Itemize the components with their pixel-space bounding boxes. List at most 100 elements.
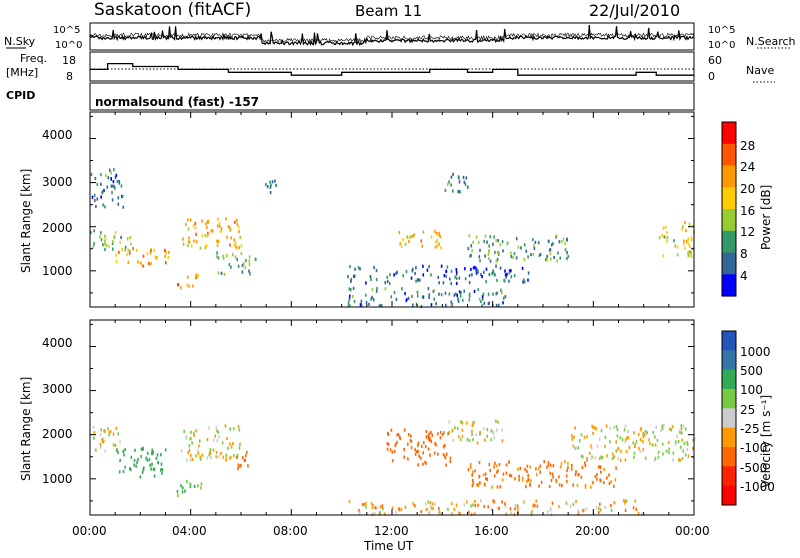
echo-cell [227, 225, 230, 229]
echo-cell [574, 446, 577, 450]
echo-cell [210, 229, 213, 233]
echo-cell [476, 269, 479, 273]
echo-cell [495, 419, 497, 423]
echo-cell [496, 470, 498, 474]
echo-cell [187, 244, 189, 248]
echo-cell [622, 498, 625, 503]
echo-cell [559, 256, 561, 260]
echo-cell [470, 244, 473, 248]
echo-cell [389, 273, 391, 277]
echo-cell [680, 431, 683, 435]
echo-cell [164, 448, 167, 452]
echo-cell [350, 278, 353, 282]
echo-cell [594, 475, 597, 479]
echo-cell [668, 440, 670, 445]
echo-cell [673, 239, 675, 243]
echo-cell [624, 458, 627, 462]
echo-cell [116, 179, 119, 184]
echo-cell [417, 441, 420, 445]
echo-cell [565, 501, 568, 505]
echo-cell [199, 455, 201, 459]
echo-cell [571, 463, 573, 468]
echo-cell [375, 278, 378, 282]
echo-cell [241, 263, 244, 267]
echo-cell [435, 240, 437, 244]
echo-cell [525, 485, 527, 489]
echo-cell [470, 463, 472, 467]
echo-cell [461, 298, 464, 302]
echo-cell [569, 504, 572, 508]
echo-cell [365, 300, 368, 305]
echo-cell [455, 281, 458, 286]
echo-cell [442, 453, 445, 457]
echo-cell [513, 252, 516, 256]
echo-cell [482, 473, 485, 477]
echo-cell [222, 256, 225, 260]
echo-cell [246, 450, 248, 454]
echo-cell [572, 502, 575, 507]
echo-cell [439, 430, 442, 435]
echo-cell [654, 435, 656, 439]
echo-cell [90, 230, 92, 235]
echo-cell [512, 255, 514, 259]
echo-cell [197, 451, 200, 455]
echo-cell [222, 455, 225, 459]
echo-cell [232, 442, 234, 446]
echo-cell [395, 297, 398, 301]
echo-cell [609, 440, 611, 444]
colorbar-swatch [722, 122, 736, 145]
echo-cell [499, 243, 502, 247]
echo-cell [626, 436, 629, 440]
echo-cell [116, 448, 118, 452]
echo-cell [467, 510, 470, 514]
echo-cell [682, 449, 684, 453]
echo-cell [434, 229, 436, 234]
echo-cell [99, 235, 101, 239]
nave-tick-low: 0 [708, 70, 715, 83]
echo-cell [517, 467, 519, 471]
echo-cell [584, 483, 587, 488]
echo-cell [146, 451, 149, 455]
echo-cell [426, 507, 429, 511]
power-cbar-tick-12: 12 [740, 225, 755, 239]
cpid-label: CPID [6, 89, 35, 102]
echo-cell [245, 259, 247, 263]
echo-cell [110, 184, 113, 188]
echo-cell [113, 168, 115, 172]
vel-cbar-tick-neg500: -500 [740, 461, 767, 475]
echo-cell [405, 270, 408, 274]
echo-cell [384, 287, 387, 291]
echo-cell [457, 189, 459, 194]
echo-cell [189, 485, 192, 489]
echo-cell [364, 293, 367, 297]
echo-cell [479, 432, 481, 436]
echo-cell [122, 205, 125, 209]
echo-cell [684, 221, 686, 225]
echo-cell [478, 474, 481, 478]
echo-cell [583, 461, 586, 465]
echo-cell [400, 507, 403, 512]
echo-cell [104, 429, 106, 433]
echo-cell [130, 455, 133, 459]
echo-cell [365, 505, 367, 509]
echo-cell [442, 445, 445, 449]
echo-cell [387, 442, 390, 446]
echo-cell [160, 462, 163, 466]
colorbar-swatch [722, 447, 736, 467]
echo-cell [438, 510, 441, 514]
echo-cell [586, 456, 588, 460]
echo-cell [595, 427, 597, 431]
echo-cell [398, 231, 401, 235]
echo-cell [455, 276, 458, 281]
echo-cell [153, 248, 155, 252]
echo-cell [217, 271, 220, 275]
echo-cell [182, 242, 185, 246]
echo-cell [112, 184, 114, 188]
echo-cell [155, 456, 158, 460]
echo-cell [599, 508, 602, 512]
echo-cell [197, 273, 199, 277]
echo-cell [486, 477, 488, 481]
echo-cell [527, 271, 530, 275]
echo-cell [642, 448, 644, 452]
echo-cell [687, 454, 690, 458]
